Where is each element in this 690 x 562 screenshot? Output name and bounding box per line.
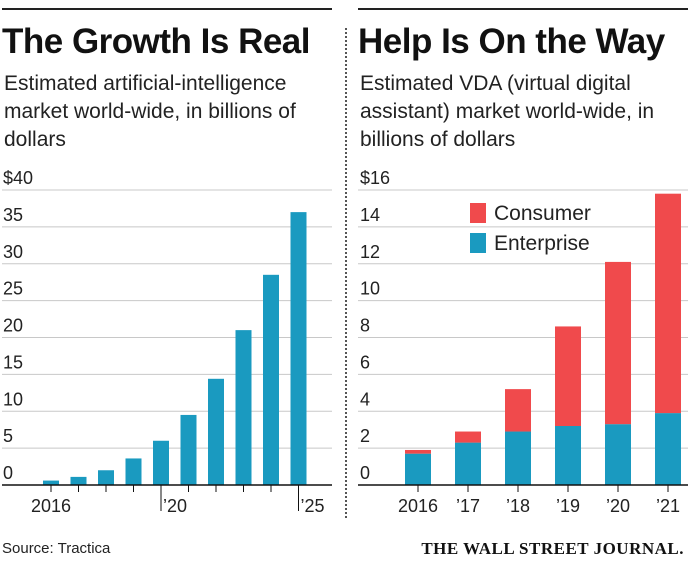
right-bar-enterprise: [655, 413, 681, 485]
left-y-tick-label: 35: [3, 205, 23, 225]
legend-label-enterprise: Enterprise: [494, 232, 590, 255]
right-y-tick-label: 14: [360, 205, 380, 225]
right-bar-enterprise: [455, 442, 481, 485]
left-bar: [43, 480, 59, 485]
right-y-tick-label: 10: [360, 279, 380, 299]
left-top-rule: [2, 8, 332, 10]
left-x-tick-label: ’20: [163, 496, 187, 516]
left-bar: [180, 414, 197, 485]
left-bar: [153, 440, 169, 485]
right-chart-subtitle: Estimated VDA (virtual digital assistant…: [360, 72, 655, 151]
right-y-tick-label: 0: [360, 463, 370, 483]
right-bar-consumer: [655, 193, 681, 414]
legend-swatch-consumer: [470, 203, 486, 223]
right-y-tick-label: 8: [360, 316, 370, 336]
left-y-tick-label: 25: [3, 279, 23, 299]
right-y-tick-label: 12: [360, 242, 380, 262]
right-bar-enterprise: [505, 431, 531, 485]
left-bar: [125, 458, 142, 485]
left-y-tick-label: 10: [3, 389, 23, 409]
left-y-tick-label: 15: [3, 352, 23, 372]
legend-swatch-enterprise: [470, 233, 486, 253]
left-chart-subtitle: Estimated artificial-intelligence market…: [4, 72, 296, 151]
right-bar-enterprise: [605, 424, 631, 485]
panel-divider: [345, 28, 347, 518]
right-x-tick-label: ’17: [456, 496, 480, 516]
right-y-tick-label: 2: [360, 426, 370, 446]
right-bar-enterprise: [555, 426, 581, 485]
right-x-tick-label: 2016: [398, 496, 438, 516]
left-y-tick-label: 5: [3, 426, 13, 446]
right-x-tick-label: ’21: [656, 496, 680, 516]
right-x-tick-label: ’18: [506, 496, 530, 516]
right-chart-title: Help Is On the Way: [358, 22, 665, 61]
right-bar-consumer: [405, 449, 431, 454]
left-x-tick-label: 2016: [31, 496, 71, 516]
source-note: Source: Tractica: [2, 540, 111, 557]
right-bar-consumer: [455, 431, 481, 443]
left-bar: [263, 274, 279, 485]
left-bar: [70, 476, 87, 485]
left-y-tick-label: $40: [3, 168, 33, 188]
left-bar: [98, 470, 114, 485]
right-y-tick-label: 4: [360, 389, 370, 409]
right-bar-consumer: [505, 389, 531, 432]
left-y-tick-label: 30: [3, 242, 23, 262]
right-bar-consumer: [555, 326, 581, 426]
right-y-tick-label: $16: [360, 168, 390, 188]
right-top-rule: [358, 8, 688, 10]
left-chart-title: The Growth Is Real: [2, 22, 311, 61]
right-bar-consumer: [605, 261, 631, 425]
left-y-tick-label: 20: [3, 316, 23, 336]
left-bar: [290, 212, 307, 485]
left-y-tick-label: 0: [3, 463, 13, 483]
left-bar: [208, 378, 224, 485]
left-x-tick-label: ’25: [301, 496, 325, 516]
right-bar-enterprise: [405, 453, 431, 485]
right-x-tick-label: ’19: [556, 496, 580, 516]
legend-label-consumer: Consumer: [494, 202, 591, 225]
left-bar: [235, 330, 252, 485]
publisher-logo: THE WALL STREET JOURNAL.: [421, 539, 684, 558]
right-y-tick-label: 6: [360, 352, 370, 372]
right-x-tick-label: ’20: [606, 496, 630, 516]
